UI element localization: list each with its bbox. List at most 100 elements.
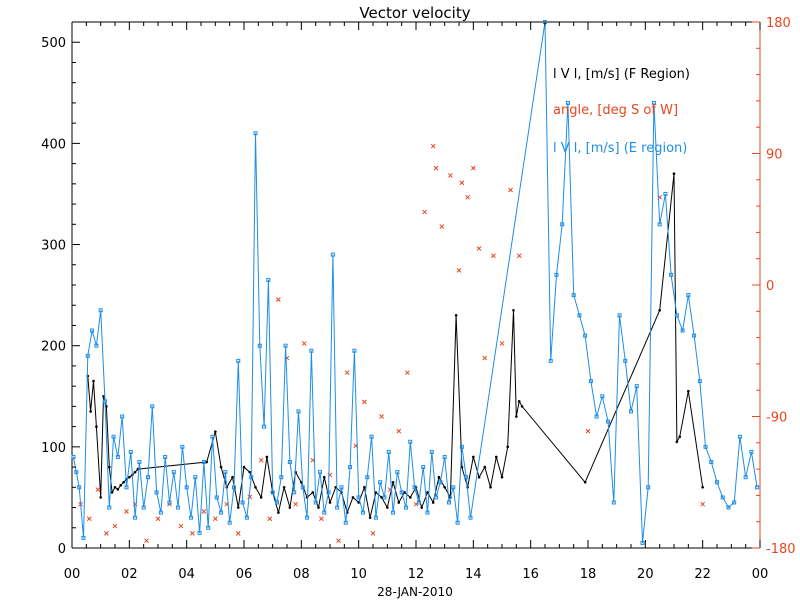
series-line-0 bbox=[87, 173, 704, 518]
data-point-f-region bbox=[472, 455, 475, 459]
x-marker-stroke bbox=[465, 194, 470, 200]
data-point-e-region bbox=[429, 449, 434, 454]
data-point-e-region bbox=[669, 272, 674, 277]
data-point-angle bbox=[433, 165, 439, 171]
x-marker-stroke bbox=[235, 531, 241, 536]
data-point-e-region bbox=[339, 485, 344, 490]
data-series bbox=[71, 20, 760, 545]
data-point-angle bbox=[499, 341, 505, 346]
data-point-e-region bbox=[720, 495, 725, 500]
data-point-angle bbox=[258, 457, 264, 463]
data-point-angle bbox=[344, 370, 350, 376]
axes-frame bbox=[71, 21, 761, 549]
data-point-e-region bbox=[421, 465, 426, 470]
x-marker-stroke bbox=[336, 538, 341, 544]
data-point-e-region bbox=[356, 495, 361, 500]
x-tick-label: 06 bbox=[236, 567, 253, 582]
data-point-e-region bbox=[594, 414, 599, 419]
data-point-e-region bbox=[743, 475, 748, 480]
x-tick-label: 08 bbox=[293, 567, 310, 582]
data-point-e-region bbox=[468, 515, 473, 520]
data-point-e-region bbox=[606, 419, 611, 424]
y2-tick-label: -90 bbox=[766, 411, 787, 426]
data-point-angle bbox=[95, 487, 101, 492]
data-point-e-region bbox=[150, 404, 155, 409]
data-point-angle bbox=[247, 494, 253, 500]
data-point-f-region bbox=[351, 496, 355, 499]
data-point-angle bbox=[362, 399, 367, 405]
x-marker-stroke bbox=[439, 224, 445, 229]
x-marker-stroke bbox=[422, 209, 427, 215]
data-point-e-region bbox=[137, 460, 142, 465]
data-point-e-region bbox=[74, 470, 79, 475]
data-point-f-region bbox=[675, 440, 679, 444]
data-point-e-region bbox=[611, 500, 616, 505]
data-point-e-region bbox=[270, 490, 275, 495]
data-point-f-region bbox=[678, 435, 682, 439]
x-marker-stroke bbox=[491, 253, 496, 259]
x-tick-label: 12 bbox=[408, 567, 425, 582]
data-point-f-region bbox=[219, 465, 223, 469]
data-point-f-region bbox=[397, 501, 401, 504]
data-point-e-region bbox=[629, 409, 633, 414]
data-point-f-region bbox=[380, 496, 383, 499]
data-point-f-region bbox=[403, 491, 406, 494]
data-point-e-region bbox=[262, 424, 267, 429]
data-point-f-region bbox=[583, 480, 587, 484]
x-marker-stroke bbox=[112, 523, 118, 529]
legend-f-region: l V l, [m/s] (F Region) bbox=[553, 67, 690, 82]
data-point-e-region bbox=[158, 510, 163, 515]
x-marker-stroke bbox=[396, 428, 402, 434]
data-point-f-region bbox=[254, 486, 257, 489]
data-point-e-region bbox=[335, 505, 340, 510]
data-point-f-region bbox=[133, 470, 137, 474]
x-marker-stroke bbox=[293, 501, 298, 507]
data-point-e-region bbox=[279, 475, 284, 480]
data-point-e-region bbox=[154, 490, 159, 495]
data-point-f-region bbox=[102, 394, 105, 398]
data-point-f-region bbox=[322, 475, 326, 479]
data-point-f-region bbox=[426, 491, 429, 494]
data-point-e-region bbox=[193, 475, 198, 480]
axis-ticks: 00 02 04 06 08 10 12 14 16 18 20 22 0001002003004005… bbox=[41, 16, 795, 582]
data-point-f-region bbox=[368, 516, 372, 519]
data-point-angle bbox=[190, 531, 195, 536]
data-point-f-region bbox=[520, 405, 524, 408]
data-point-e-region bbox=[330, 252, 335, 257]
data-point-f-region bbox=[328, 501, 332, 504]
data-point-f-region bbox=[489, 486, 492, 489]
data-point-e-region bbox=[352, 348, 357, 353]
x-tick-label: 14 bbox=[465, 567, 482, 582]
data-point-e-region bbox=[244, 515, 249, 520]
data-point-f-region bbox=[374, 491, 378, 494]
data-point-e-region bbox=[703, 444, 708, 449]
data-point-e-region bbox=[588, 379, 593, 384]
data-point-f-region bbox=[105, 405, 108, 408]
data-point-f-region bbox=[512, 308, 515, 312]
data-point-e-region bbox=[425, 510, 430, 515]
x-tick-label: 20 bbox=[637, 567, 654, 582]
data-point-e-region bbox=[692, 333, 697, 338]
data-point-f-region bbox=[431, 501, 435, 504]
data-point-e-region bbox=[583, 333, 588, 338]
data-point-e-region bbox=[391, 510, 396, 515]
data-point-e-region bbox=[749, 449, 754, 454]
data-point-angle bbox=[448, 173, 453, 178]
data-point-e-region bbox=[163, 454, 168, 459]
data-point-f-region bbox=[122, 480, 125, 484]
data-point-e-region bbox=[133, 515, 138, 520]
data-point-e-region bbox=[71, 454, 76, 459]
x-marker-stroke bbox=[247, 494, 253, 500]
data-point-f-region bbox=[119, 483, 123, 487]
data-point-e-region bbox=[120, 414, 125, 419]
x-marker-stroke bbox=[499, 341, 505, 346]
data-point-angle bbox=[476, 246, 482, 251]
data-point-e-region bbox=[577, 313, 582, 318]
x-marker-stroke bbox=[362, 399, 367, 405]
data-point-e-region bbox=[107, 505, 112, 510]
x-marker-stroke bbox=[144, 538, 149, 544]
data-point-f-region bbox=[391, 480, 395, 484]
y2-tick-label: 180 bbox=[766, 16, 791, 31]
data-point-e-region bbox=[369, 434, 374, 439]
data-point-f-region bbox=[420, 506, 424, 509]
